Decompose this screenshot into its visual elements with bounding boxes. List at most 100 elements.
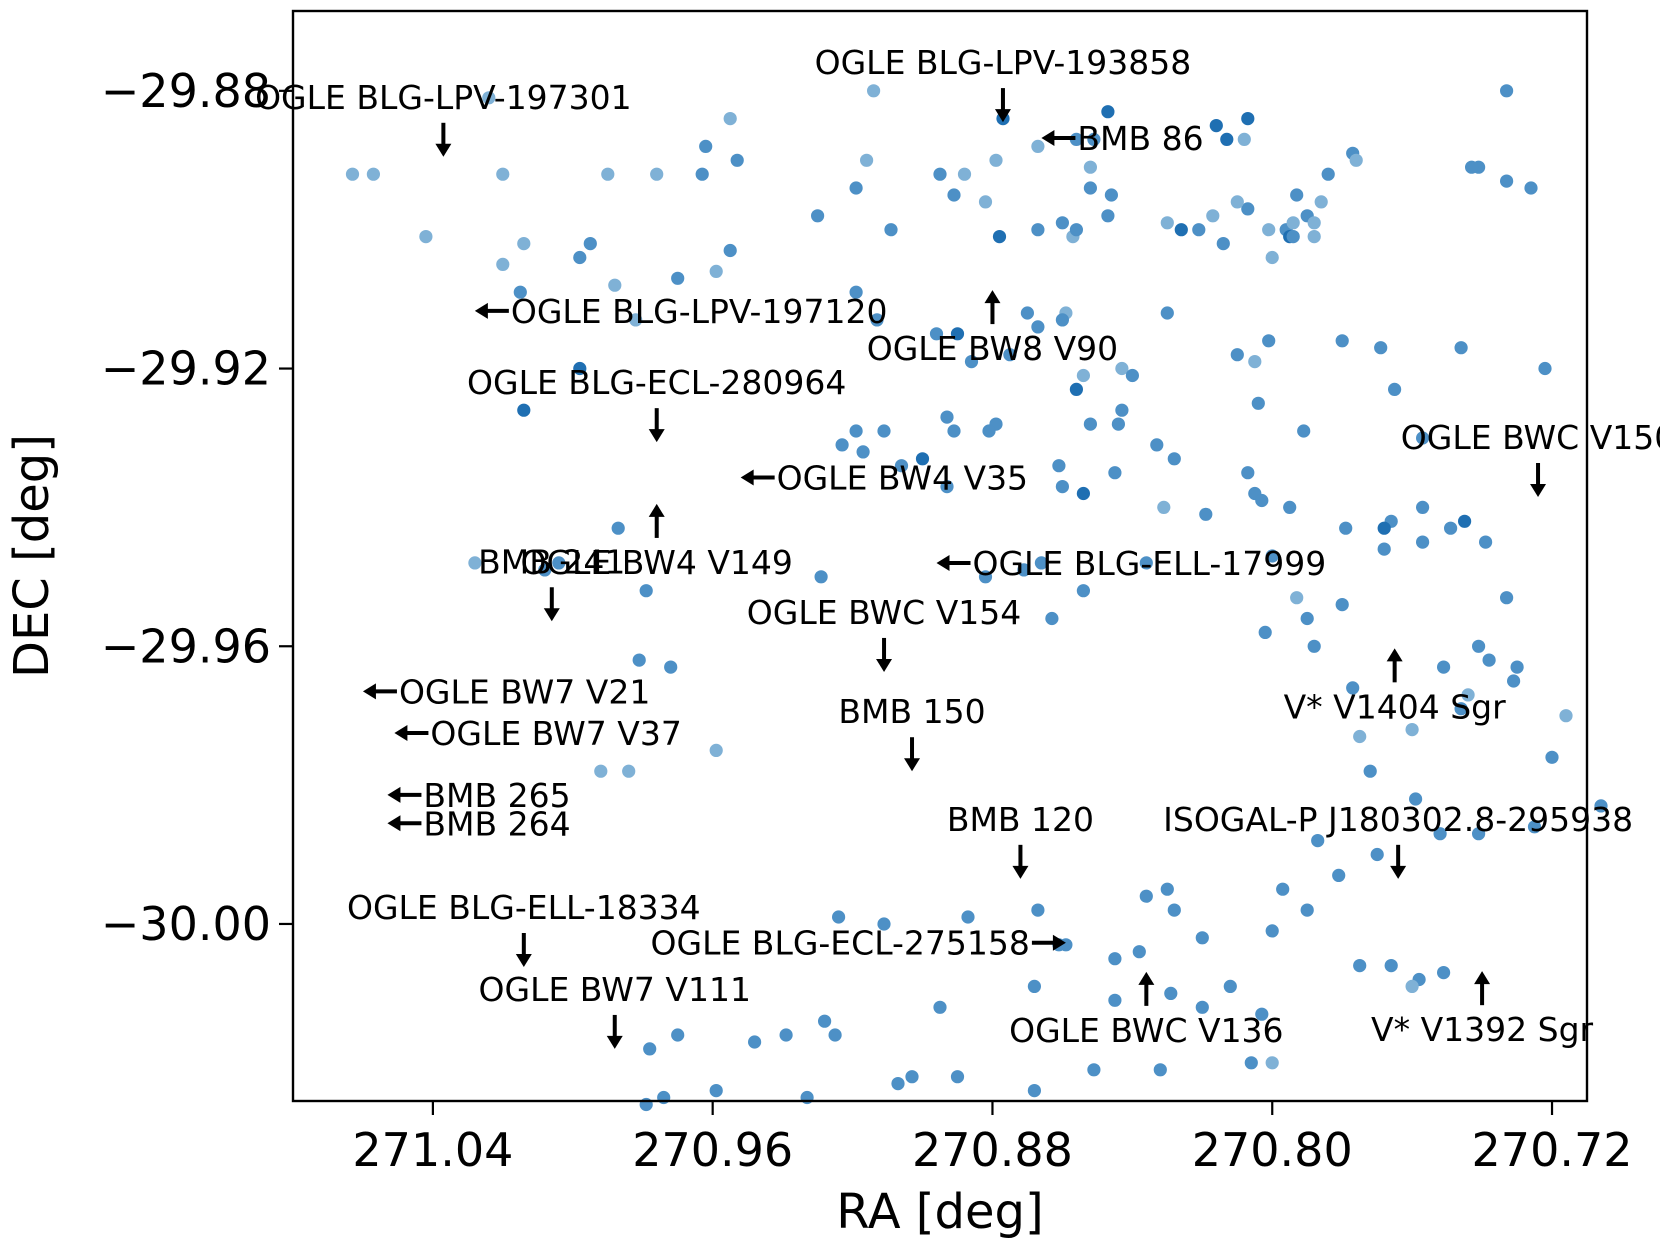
annotation-arrowhead [543,608,560,622]
data-point [1167,903,1181,917]
data-point [1335,334,1349,348]
data-point [877,917,891,931]
data-point [1332,868,1346,883]
data-point [699,139,713,153]
annotation-label: ISOGAL-P J180302.8-295938 [1163,800,1633,839]
annotation-arrowhead [740,469,754,486]
data-point [608,278,622,292]
data-point [1405,979,1419,994]
x-tick-label: 270.72 [1472,1123,1633,1177]
data-point [1241,112,1255,126]
annotation-label: BMB 120 [947,800,1094,839]
data-point [947,424,961,438]
data-point [1290,591,1304,605]
y-tick-label: −29.92 [101,342,271,396]
data-point [1321,167,1335,181]
data-point [1265,1056,1279,1070]
data-point [989,153,1003,167]
annotation: OGLE BWC V136 [1009,971,1284,1050]
data-point [1195,1000,1209,1014]
data-point [1262,334,1276,348]
data-point [1349,153,1363,167]
data-point [1230,348,1244,362]
data-point [849,424,863,438]
data-point [1115,361,1129,376]
data-point [950,327,965,341]
data-point [1031,223,1045,237]
annotation-label: OGLE BWC V136 [1009,1011,1283,1050]
data-point [915,452,930,466]
data-point [1150,438,1164,452]
data-point [1076,368,1090,383]
data-point [482,91,496,105]
data-point [818,1014,832,1028]
data-point [1216,237,1230,251]
data-point [1087,1063,1101,1077]
annotation: V* V1404 Sgr [1284,648,1506,726]
data-point [1017,563,1031,577]
data-point [1052,459,1066,473]
data-point [1290,188,1304,202]
data-point [594,764,608,778]
annotation-label: OGLE BLG-ELL-17999 [973,544,1327,583]
data-point [730,153,744,167]
annotation-arrowhead [1041,130,1055,147]
data-point [1524,181,1538,195]
annotations: OGLE BLG-LPV-197301 OGLE BLG-LPV-193858 BM… [255,43,1660,1050]
annotation-arrowhead [394,725,408,742]
annotation-label: OGLE BLG-ECL-275158 [651,924,1030,963]
data-point [978,570,993,584]
data-point [1500,84,1514,98]
data-point [1335,598,1349,612]
data-point [867,84,881,98]
data-point [1108,466,1122,480]
data-point [1069,223,1083,237]
data-point [1244,1056,1258,1070]
data-point [345,167,360,181]
data-point [709,743,723,758]
annotation-arrowhead [1390,865,1407,879]
data-point [748,1035,762,1049]
data-point [1416,535,1430,549]
data-point [1465,160,1479,174]
data-point [1265,924,1279,938]
annotation-label: OGLE BW4 V35 [777,459,1028,498]
data-point [1209,119,1223,133]
x-tick-label: 270.80 [1192,1123,1353,1177]
data-point [1472,639,1486,653]
data-point [695,167,709,181]
data-point [1444,521,1458,535]
data-point [1139,889,1153,903]
data-point [1384,959,1398,973]
annotation-arrowhead [387,815,401,832]
data-point [1125,368,1139,383]
data-point [1307,216,1321,230]
annotation: OGLE BW7 V21 [362,672,650,711]
data-point [723,243,737,258]
data-point [1132,945,1146,959]
data-point [811,209,825,223]
data-point [366,167,380,181]
data-point [1461,688,1475,702]
data-point [622,764,636,778]
data-point [1353,729,1367,744]
annotation-label: BMB 86 [1077,119,1203,158]
data-point [1083,181,1097,195]
data-point [1251,396,1265,410]
data-point [933,1000,947,1014]
data-point [1265,549,1279,563]
data-point [1437,966,1451,980]
annotation-arrowhead [1386,648,1403,662]
data-point [639,584,653,598]
annotation-arrowhead [1474,971,1491,985]
data-point [894,459,909,473]
data-point [1031,139,1045,153]
data-point [1101,209,1115,223]
data-point [814,570,828,584]
annotation-arrowhead [876,658,893,672]
annotation: BMB 265 [387,776,571,815]
data-point [978,195,993,209]
data-point [650,167,664,181]
annotation-label: OGLE BW8 V90 [867,329,1118,368]
